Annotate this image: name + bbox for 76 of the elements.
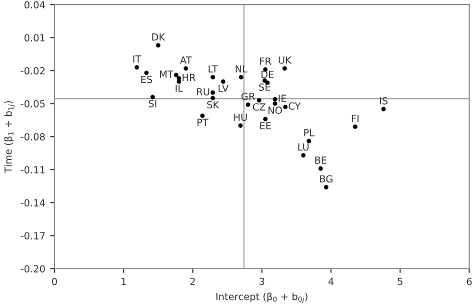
x-tick-label: 6 [466,278,472,286]
annotation: FI [352,114,358,122]
annotation: GR [241,92,255,100]
y-tick-label: -0.02 [20,67,45,74]
point [352,124,358,129]
annotation: HR [182,74,196,81]
annotation: RU [197,88,210,96]
point [200,113,205,118]
annotation: NO [268,106,282,114]
y-tick-label: -0.05 [20,100,45,108]
point [256,98,262,103]
point [283,104,288,110]
point [318,166,323,171]
annotation: DK [152,33,166,41]
x-tick-label: 1 [122,278,126,286]
annotation: NL [236,65,248,72]
y-tick-label: -0.08 [20,133,45,140]
annotation: IT [133,55,142,63]
annotation: CY [288,102,301,110]
annotation: IS [380,97,388,104]
annotation: SE [259,83,270,91]
y-tick-label: -0.14 [20,199,45,206]
annotation: PL [304,129,314,136]
x-tick-label: 5 [398,278,402,286]
annotation: BE [315,156,326,164]
point [220,79,226,84]
x-tick-label: 4 [328,278,334,286]
annotation: IL [176,84,184,92]
point [246,102,250,107]
point [262,78,267,83]
annotation: LT [208,65,218,72]
point [134,65,139,70]
x-tick-label: 3 [260,278,264,286]
annotation: IE [278,94,286,102]
y-tick-label: 0.01 [24,34,45,42]
x-tick-label: 0 [52,278,57,286]
annotation: ES [141,76,152,84]
point [381,106,386,112]
x-axis-title: Intercept (β$_{0}$ + b$_{0j}$) [216,292,308,304]
annotation: BG [320,175,332,183]
point [210,96,216,100]
point [150,94,155,100]
annotation: SK [207,101,220,108]
point [306,138,312,144]
annotation: LU [298,143,309,151]
point [144,70,149,76]
annotation: SI [148,100,156,108]
point [210,74,216,80]
point [238,74,244,80]
point [272,96,278,102]
annotation: EE [260,122,271,130]
annotation: MT [160,70,174,78]
point [272,101,278,106]
point [282,66,287,71]
point [156,43,160,48]
y-tick-label: -0.17 [20,232,45,240]
point [301,153,306,158]
annotation: PT [197,118,208,126]
annotation: CZ [252,103,266,111]
y-tick-label: 0.04 [24,1,45,8]
annotation: AT [180,56,192,64]
annotation: HU [234,114,247,121]
point [210,90,216,95]
point [184,66,188,71]
y-tick-label: -0.11 [20,166,45,174]
point [263,116,268,122]
annotation: UK [278,56,292,64]
x-tick-label: 2 [190,278,195,286]
annotation: LV [218,84,229,92]
y-axis-title: Time (β$_{1}$ + b$_{1j}$) [4,101,15,174]
annotation: DE [262,70,274,78]
point [174,72,178,78]
point [238,123,243,128]
y-tick-label: -0.20 [20,265,45,272]
point [324,184,328,190]
annotation: FR [260,58,272,65]
